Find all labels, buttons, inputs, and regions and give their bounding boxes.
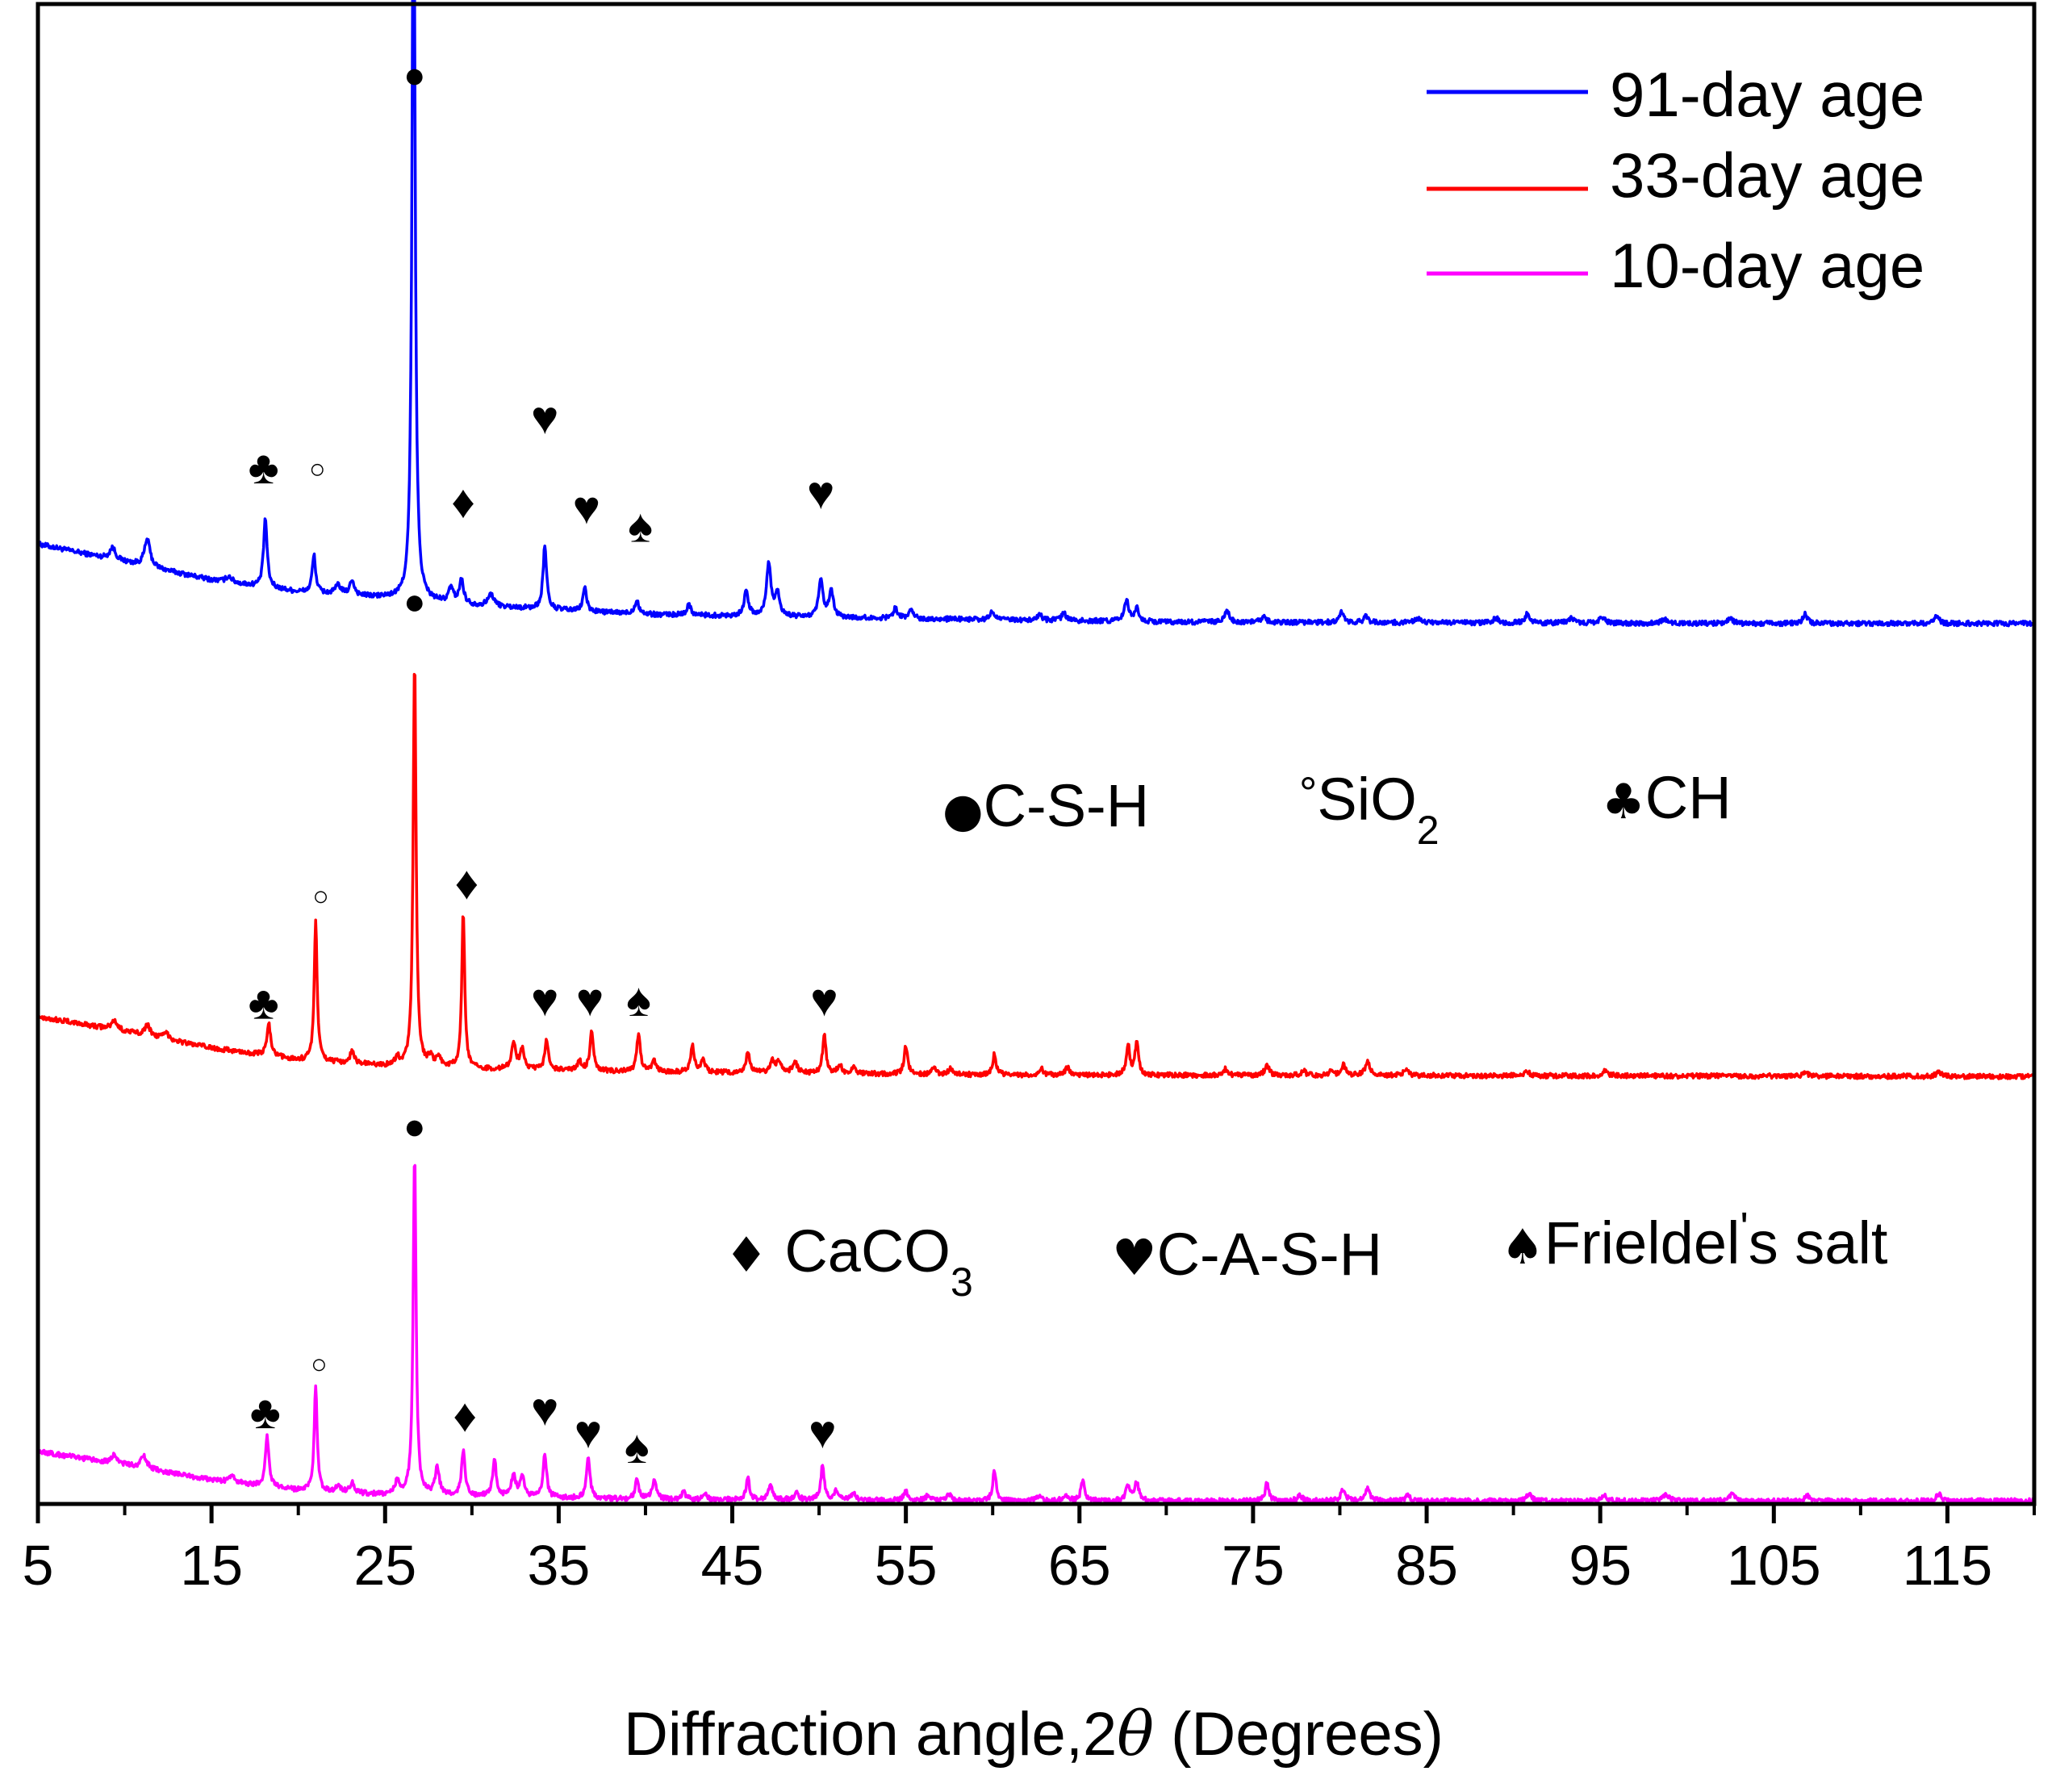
series-line-33-day-age	[36, 672, 2036, 1080]
heart-icon: ♥	[1112, 1228, 1157, 1287]
sio2-marker: ○	[312, 881, 329, 912]
sio2-marker: ○	[309, 453, 326, 484]
x-axis-ticks: 5 15 25 35 45 55 65 75 85 95 105 115	[23, 1504, 2036, 1597]
spade-icon: ♠	[1501, 1219, 1544, 1276]
phase-legend-sio2: °SiO2	[1299, 766, 1440, 853]
x-tick-label: 35	[527, 1534, 590, 1597]
x-tick-label: 25	[353, 1534, 416, 1597]
theta-symbol: θ	[1117, 1698, 1154, 1769]
csh-marker: ●	[403, 580, 426, 622]
caco3-marker: ♦	[455, 857, 479, 909]
series-layer	[36, 0, 2036, 1505]
cash-marker: ♥	[810, 974, 838, 1026]
club-icon: ♣	[1602, 774, 1645, 830]
legend-label-10-day: 10-day age	[1610, 230, 1924, 301]
x-tick-label: 55	[875, 1534, 938, 1597]
friedel-marker: ♠	[625, 1421, 650, 1473]
x-tick-label: 15	[180, 1534, 243, 1597]
x-axis-label: Diffraction angle,2θ (Degrees)	[624, 1698, 1444, 1769]
phase-legend-cash: ♥C-A-S-H	[1112, 1221, 1382, 1288]
cash-marker: ♥	[531, 392, 558, 445]
plot-frame	[36, 2, 2037, 1506]
x-tick-label: 85	[1395, 1534, 1458, 1597]
caco3-marker: ♦	[451, 476, 475, 528]
cash-marker: ♥	[531, 1383, 558, 1435]
x-tick-label: 45	[701, 1534, 764, 1597]
caco3-marker: ♦	[453, 1389, 477, 1442]
phase-legend: ●C-S-H °SiO2 ♣CH ♦ CaCO3 ♥C-A-S-H ♠Friel…	[725, 764, 1888, 1305]
x-tick-label: 105	[1727, 1534, 1821, 1597]
ch-marker: ♣	[249, 441, 279, 494]
csh-marker: ●	[403, 53, 426, 95]
cash-marker: ♥	[573, 482, 600, 534]
sio2-marker: ○	[311, 1349, 328, 1380]
cash-marker: ♥	[809, 1406, 836, 1458]
legend-label-33-day: 33-day age	[1610, 140, 1924, 211]
cash-marker: ♥	[807, 467, 834, 520]
cash-marker: ♥	[575, 1406, 602, 1458]
legend-label-91-day: 91-day age	[1610, 59, 1924, 130]
phase-legend-csh: ●C-S-H	[942, 772, 1149, 839]
phase-legend-caco3: ♦ CaCO3	[725, 1218, 973, 1305]
cash-marker: ♥	[531, 974, 558, 1026]
ring-icon: °	[1299, 767, 1317, 818]
ch-marker: ♣	[249, 977, 279, 1030]
x-tick-label: 65	[1048, 1534, 1111, 1597]
friedel-marker: ♠	[626, 974, 651, 1026]
series-legend: 91-day age 33-day age 10-day age	[1427, 59, 1924, 301]
phase-legend-ch: ♣CH	[1602, 764, 1732, 831]
x-tick-label: 95	[1569, 1534, 1632, 1597]
friedel-marker: ♠	[628, 499, 653, 552]
diamond-icon: ♦	[725, 1227, 768, 1284]
series-line-10-day-age	[36, 1163, 2036, 1505]
cash-marker: ♥	[576, 974, 604, 1026]
series-line-91-day-age	[36, 0, 2035, 628]
csh-marker: ●	[403, 1105, 426, 1147]
x-tick-label: 75	[1222, 1534, 1285, 1597]
ch-marker: ♣	[250, 1386, 281, 1439]
phase-marker-layer: ● ● ● ○ ○ ○ ♣ ♣ ♣ ♦ ♦ ♦ ♥ ♥ ♥ ♥ ♥ ♥ ♥ ♥ ♥ ♠ ♠ ♠	[249, 53, 838, 1473]
dot-icon: ●	[942, 783, 984, 838]
x-tick-label: 115	[1903, 1534, 1993, 1597]
x-tick-label: 5	[23, 1534, 54, 1597]
phase-legend-friedel: ♠Frieldelʹs salt	[1501, 1204, 1888, 1276]
